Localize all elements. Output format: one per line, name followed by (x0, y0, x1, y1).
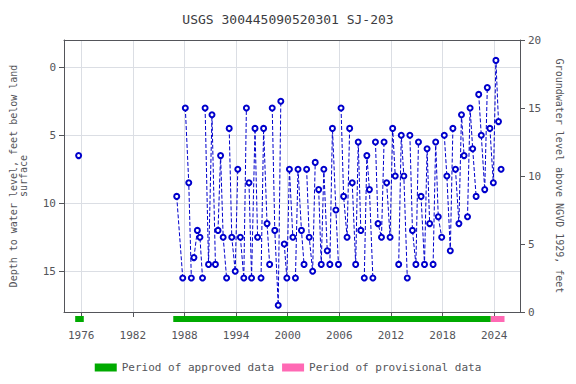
svg-text:1982: 1982 (120, 329, 147, 342)
svg-text:Period of approved data: Period of approved data (122, 361, 274, 374)
svg-text:2012: 2012 (378, 329, 405, 342)
svg-text:1988: 1988 (171, 329, 198, 342)
svg-text:5: 5 (528, 238, 535, 251)
svg-text:USGS 300445090520301 SJ-203: USGS 300445090520301 SJ-203 (182, 12, 393, 27)
svg-text:2024: 2024 (481, 329, 508, 342)
svg-text:10: 10 (43, 197, 56, 210)
svg-text:5: 5 (49, 129, 56, 142)
svg-text:Groundwater level above NGVD 1: Groundwater level above NGVD 1929, feet (554, 59, 565, 294)
svg-text:2006: 2006 (326, 329, 353, 342)
svg-text:1976: 1976 (68, 329, 95, 342)
svg-text:surface: surface (18, 155, 29, 197)
svg-text:10: 10 (528, 170, 541, 183)
svg-text:0: 0 (528, 306, 535, 319)
svg-text:20: 20 (528, 34, 541, 47)
svg-text:Depth to water level, feet bel: Depth to water level, feet below land (7, 64, 19, 288)
svg-text:Period of provisional data: Period of provisional data (309, 361, 481, 374)
svg-text:0: 0 (49, 61, 56, 74)
svg-text:15: 15 (528, 102, 541, 115)
svg-text:1994: 1994 (223, 329, 250, 342)
svg-text:2000: 2000 (274, 329, 301, 342)
svg-text:2018: 2018 (429, 329, 456, 342)
svg-text:15: 15 (43, 265, 56, 278)
